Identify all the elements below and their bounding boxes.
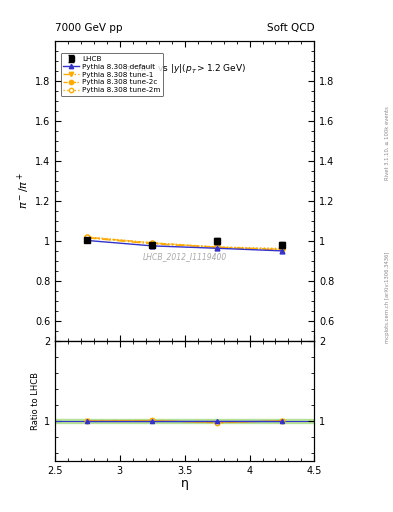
Text: Rivet 3.1.10, ≥ 100k events: Rivet 3.1.10, ≥ 100k events xyxy=(385,106,389,180)
X-axis label: η: η xyxy=(181,477,189,490)
Text: 7000 GeV pp: 7000 GeV pp xyxy=(55,23,123,33)
Y-axis label: $\pi^-/\pi^+$: $\pi^-/\pi^+$ xyxy=(16,173,32,209)
Text: LHCB_2012_I1119400: LHCB_2012_I1119400 xyxy=(143,252,227,262)
Text: $\pi^-/\pi^+$ vs $|y|(p_T > 1.2\ \mathrm{GeV})$: $\pi^-/\pi^+$ vs $|y|(p_T > 1.2\ \mathrm… xyxy=(123,62,246,76)
Text: mcplots.cern.ch [arXiv:1306.3436]: mcplots.cern.ch [arXiv:1306.3436] xyxy=(385,251,389,343)
Bar xyxy=(55,419,314,423)
Text: Soft QCD: Soft QCD xyxy=(267,23,314,33)
Y-axis label: Ratio to LHCB: Ratio to LHCB xyxy=(31,372,40,430)
Legend: LHCB, Pythia 8.308 default, Pythia 8.308 tune-1, Pythia 8.308 tune-2c, Pythia 8.: LHCB, Pythia 8.308 default, Pythia 8.308… xyxy=(61,53,163,96)
